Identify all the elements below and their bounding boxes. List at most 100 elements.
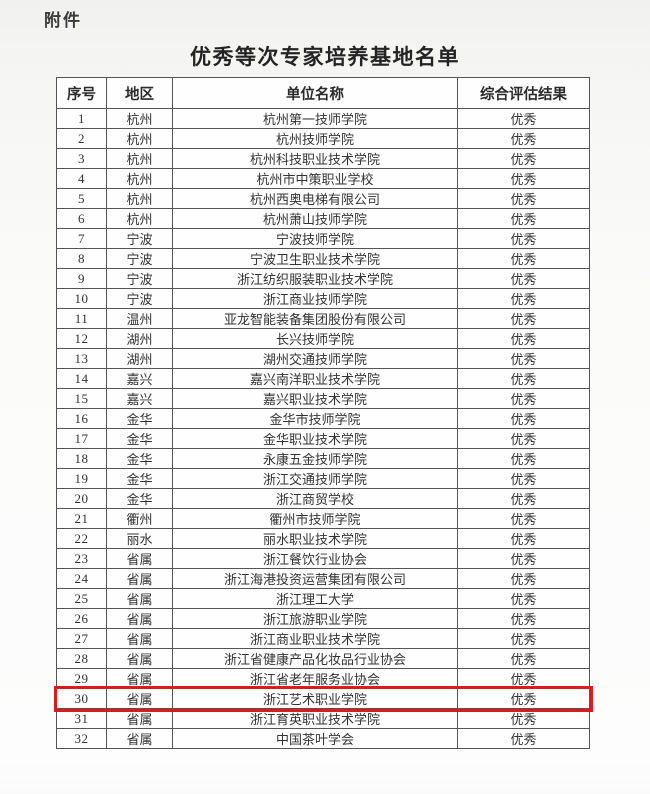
cell-unit-name: 金华市技师学院 [172, 408, 458, 429]
table-row: 25 省属 浙江理工大学 优秀 [56, 588, 590, 609]
cell-evaluation-result: 优秀 [457, 688, 590, 709]
cell-serial-number: 15 [56, 388, 107, 409]
cell-serial-number: 11 [56, 308, 107, 329]
cell-unit-name: 浙江交通技师学院 [172, 468, 458, 489]
cell-unit-name: 杭州技师学院 [172, 128, 458, 149]
cell-region: 金华 [106, 468, 173, 489]
cell-unit-name: 杭州西奥电梯有限公司 [172, 188, 458, 209]
table-row: 31 省属 浙江育英职业技术学院 优秀 [56, 708, 590, 729]
cell-unit-name: 杭州萧山技师学院 [172, 208, 458, 229]
cell-unit-name: 永康五金技师学院 [172, 448, 458, 469]
cell-unit-name: 浙江省健康产品化妆品行业协会 [172, 648, 458, 669]
cell-region: 省属 [106, 628, 173, 649]
cell-evaluation-result: 优秀 [457, 348, 590, 369]
cell-region: 湖州 [106, 328, 173, 349]
cell-evaluation-result: 优秀 [457, 508, 590, 529]
table-row: 21 衢州 衢州市技师学院 优秀 [56, 508, 590, 529]
column-header-name: 单位名称 [172, 77, 458, 109]
cell-unit-name: 嘉兴职业技术学院 [172, 388, 458, 409]
table-row: 24 省属 浙江海港投资运营集团有限公司 优秀 [56, 568, 590, 589]
table-row: 7 宁波 宁波技师学院 优秀 [56, 228, 590, 249]
cell-evaluation-result: 优秀 [457, 308, 590, 329]
table-row: 6 杭州 杭州萧山技师学院 优秀 [56, 208, 590, 229]
table-row: 14 嘉兴 嘉兴南洋职业技术学院 优秀 [56, 368, 590, 389]
cell-unit-name: 金华职业技术学院 [172, 428, 458, 449]
table-row: 22 丽水 丽水职业技术学院 优秀 [56, 528, 590, 549]
table-row: 4 杭州 杭州市中策职业学校 优秀 [56, 168, 590, 189]
cell-evaluation-result: 优秀 [457, 268, 590, 289]
cell-unit-name: 中国茶叶学会 [172, 728, 458, 749]
cell-region: 金华 [106, 428, 173, 449]
cell-region: 杭州 [106, 148, 173, 169]
cell-region: 杭州 [106, 168, 173, 189]
table-row: 16 金华 金华市技师学院 优秀 [56, 408, 590, 429]
cell-evaluation-result: 优秀 [457, 668, 590, 689]
table-row: 10 宁波 浙江商业技师学院 优秀 [56, 288, 590, 309]
cell-evaluation-result: 优秀 [457, 148, 590, 169]
cell-region: 省属 [106, 648, 173, 669]
cell-evaluation-result: 优秀 [457, 528, 590, 549]
cell-serial-number: 25 [56, 588, 107, 609]
cell-region: 宁波 [106, 248, 173, 269]
table-row: 3 杭州 杭州科技职业技术学院 优秀 [56, 148, 590, 169]
cell-serial-number: 5 [56, 188, 107, 209]
table-row: 20 金华 浙江商贸学校 优秀 [56, 488, 590, 509]
cell-region: 省属 [106, 688, 173, 709]
cell-unit-name: 浙江省老年服务业协会 [172, 668, 458, 689]
cell-serial-number: 12 [56, 328, 107, 349]
cell-serial-number: 17 [56, 428, 107, 449]
cell-evaluation-result: 优秀 [457, 608, 590, 629]
cell-unit-name: 亚龙智能装备集团股份有限公司 [172, 308, 458, 329]
attachment-label: 附件 [44, 11, 82, 30]
cell-evaluation-result: 优秀 [457, 388, 590, 409]
cell-region: 宁波 [106, 268, 173, 289]
cell-unit-name: 浙江艺术职业学院 [172, 688, 458, 709]
cell-region: 省属 [106, 668, 173, 689]
cell-region: 省属 [106, 708, 173, 729]
cell-region: 杭州 [106, 108, 173, 129]
cell-serial-number: 2 [56, 128, 107, 149]
cell-evaluation-result: 优秀 [457, 588, 590, 609]
table-row: 18 金华 永康五金技师学院 优秀 [56, 448, 590, 469]
cell-serial-number: 20 [56, 488, 107, 509]
cell-serial-number: 19 [56, 468, 107, 489]
cell-region: 杭州 [106, 188, 173, 209]
cell-unit-name: 湖州交通技师学院 [172, 348, 458, 369]
cell-unit-name: 浙江旅游职业学院 [172, 608, 458, 629]
table-row: 2 杭州 杭州技师学院 优秀 [56, 128, 590, 149]
cell-serial-number: 10 [56, 288, 107, 309]
cell-evaluation-result: 优秀 [457, 208, 590, 229]
cell-unit-name: 杭州第一技师学院 [172, 108, 458, 129]
table-row: 9 宁波 浙江纺织服装职业技术学院 优秀 [56, 268, 590, 289]
table-body: 1 杭州 杭州第一技师学院 优秀 2 杭州 杭州技师学院 优秀 3 杭州 杭州科… [53, 108, 593, 749]
cell-region: 金华 [106, 408, 173, 429]
cell-unit-name: 浙江餐饮行业协会 [172, 548, 458, 569]
table-row: 13 湖州 湖州交通技师学院 优秀 [56, 348, 590, 369]
cell-region: 嘉兴 [106, 388, 173, 409]
cell-serial-number: 30 [56, 688, 107, 709]
cell-region: 省属 [106, 568, 173, 589]
cell-evaluation-result: 优秀 [457, 628, 590, 649]
cell-evaluation-result: 优秀 [457, 468, 590, 489]
cell-evaluation-result: 优秀 [457, 248, 590, 269]
cell-serial-number: 6 [56, 208, 107, 229]
cell-serial-number: 22 [56, 528, 107, 549]
cell-evaluation-result: 优秀 [457, 428, 590, 449]
table-row: 19 金华 浙江交通技师学院 优秀 [56, 468, 590, 489]
cell-serial-number: 3 [56, 148, 107, 169]
cell-serial-number: 27 [56, 628, 107, 649]
cell-serial-number: 13 [56, 348, 107, 369]
cell-region: 金华 [106, 488, 173, 509]
cell-evaluation-result: 优秀 [457, 488, 590, 509]
table-row: 1 杭州 杭州第一技师学院 优秀 [56, 108, 590, 129]
cell-evaluation-result: 优秀 [457, 168, 590, 189]
cell-unit-name: 浙江育英职业技术学院 [172, 708, 458, 729]
cell-unit-name: 浙江海港投资运营集团有限公司 [172, 568, 458, 589]
cell-region: 省属 [106, 608, 173, 629]
cell-unit-name: 杭州科技职业技术学院 [172, 148, 458, 169]
cell-evaluation-result: 优秀 [457, 188, 590, 209]
cell-evaluation-result: 优秀 [457, 368, 590, 389]
cell-unit-name: 宁波卫生职业技术学院 [172, 248, 458, 269]
cell-evaluation-result: 优秀 [457, 408, 590, 429]
cell-serial-number: 23 [56, 548, 107, 569]
